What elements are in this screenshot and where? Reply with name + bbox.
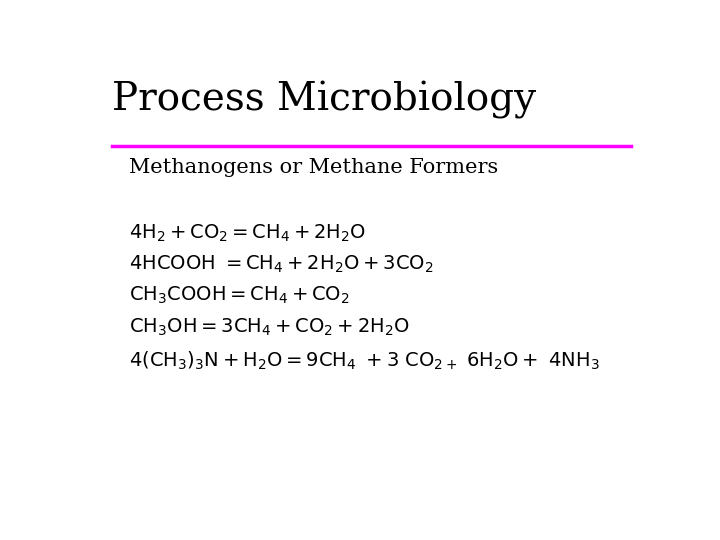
- Text: Process Microbiology: Process Microbiology: [112, 82, 536, 119]
- Text: $\mathregular{CH_3OH = 3CH_4 + CO_2 + 2H_2O}$: $\mathregular{CH_3OH = 3CH_4 + CO_2 + 2H…: [129, 316, 410, 338]
- Text: $\mathregular{CH_3COOH = CH_4 + CO_2}$: $\mathregular{CH_3COOH = CH_4 + CO_2}$: [129, 285, 350, 307]
- Text: Methanogens or Methane Formers: Methanogens or Methane Formers: [129, 158, 498, 177]
- Text: $\mathregular{4(CH_3)_3N + H_2O = 9CH_4\ +3\ CO_{2+}\ 6H_2O+\ 4NH_3}$: $\mathregular{4(CH_3)_3N + H_2O = 9CH_4\…: [129, 349, 600, 372]
- Text: $\mathregular{4H_2 + CO_2 = CH_4 + 2H_2O}$: $\mathregular{4H_2 + CO_2 = CH_4 + 2H_2O…: [129, 223, 366, 244]
- Text: $\mathregular{4HCOOH\ =CH_4 + 2H_2O + 3CO_2}$: $\mathregular{4HCOOH\ =CH_4 + 2H_2O + 3C…: [129, 254, 433, 275]
